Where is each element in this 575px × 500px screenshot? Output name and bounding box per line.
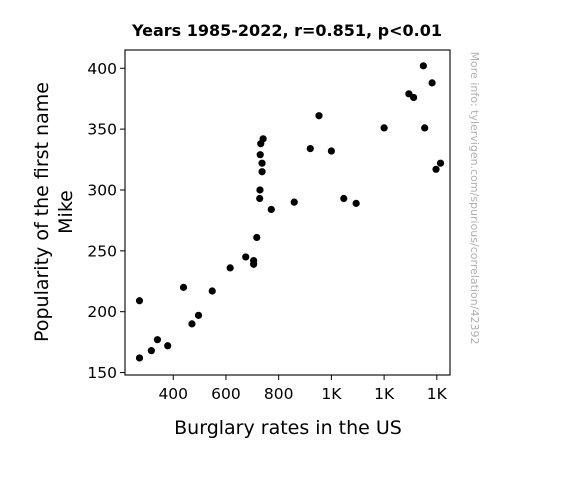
source-note: More info: tylervigen.com/spurious/corre… — [468, 52, 481, 345]
x-axis-label: Burglary rates in the US — [174, 417, 402, 439]
x-tick-label: 1K — [374, 385, 395, 403]
data-point — [410, 93, 418, 102]
x-tick-label: 600 — [211, 385, 241, 403]
data-point — [179, 283, 188, 291]
data-point — [258, 159, 266, 167]
data-point — [256, 194, 264, 203]
data-point — [256, 186, 264, 194]
data-point — [253, 233, 261, 242]
data-point — [242, 253, 250, 261]
y-tick-label: 300 — [87, 181, 117, 199]
data-point — [188, 320, 196, 328]
data-point — [432, 165, 440, 173]
y-axis-label-line-1: Popularity of the first name — [31, 82, 53, 342]
data-point — [258, 168, 266, 176]
data-point — [315, 112, 323, 120]
data-point — [267, 205, 275, 214]
y-axis: 150 200 250 300 350 400 — [87, 60, 125, 382]
data-point — [306, 144, 314, 153]
y-axis-label: Popularity of the first name Mike — [31, 82, 77, 342]
x-tick-label: 400 — [158, 385, 188, 403]
data-point — [428, 79, 436, 87]
data-point — [290, 198, 298, 206]
data-point — [419, 62, 427, 70]
data-point — [380, 124, 388, 132]
data-point — [135, 354, 144, 362]
y-tick-label: 400 — [87, 60, 117, 78]
data-point — [436, 159, 445, 167]
y-tick-label: 250 — [87, 242, 117, 260]
data-point — [250, 260, 258, 268]
x-tick-label: 1K — [321, 385, 342, 403]
data-point — [153, 336, 162, 344]
x-tick-label: 1K — [427, 385, 448, 403]
data-point — [164, 342, 172, 350]
data-points — [135, 62, 445, 362]
y-tick-label: 200 — [87, 303, 117, 321]
chart-title: Years 1985-2022, r=0.851, p<0.01 — [131, 21, 442, 40]
source-note-text: More info: tylervigen.com/spurious/corre… — [468, 52, 481, 345]
y-axis-label-line-2: Mike — [55, 190, 77, 234]
y-tick-label: 150 — [87, 364, 117, 382]
data-point — [352, 199, 360, 207]
x-tick-label: 800 — [264, 385, 294, 403]
data-point — [256, 151, 264, 159]
data-point — [257, 140, 265, 148]
data-point — [327, 147, 335, 155]
data-point — [226, 264, 234, 272]
data-point — [135, 297, 144, 305]
plot-area-frame — [124, 49, 451, 376]
data-point — [147, 347, 155, 355]
data-point — [194, 311, 203, 319]
y-tick-label: 350 — [87, 121, 117, 139]
data-point — [421, 124, 429, 132]
x-axis: 400 600 800 1K 1K 1K — [158, 375, 448, 403]
data-point — [208, 287, 216, 295]
data-point — [340, 194, 348, 203]
